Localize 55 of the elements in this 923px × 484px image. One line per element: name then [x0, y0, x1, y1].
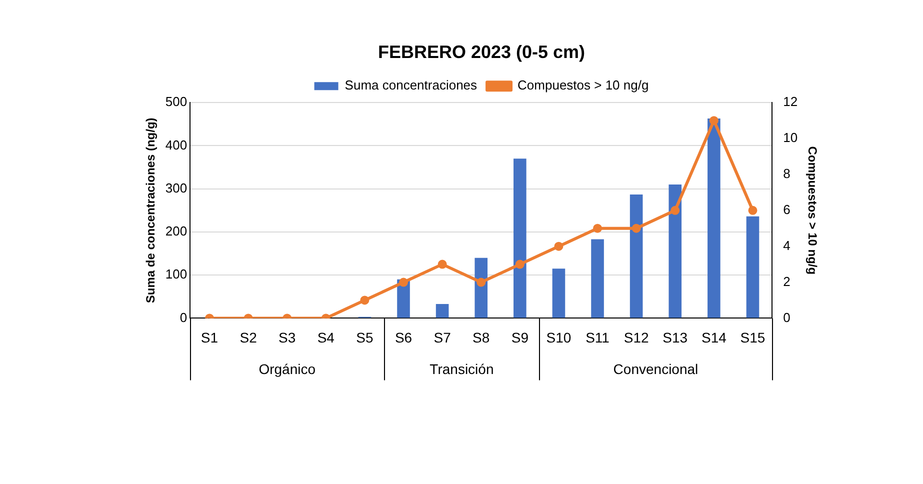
point — [476, 278, 486, 287]
point — [748, 206, 758, 215]
x-tick-label: S6 — [394, 329, 412, 346]
y-tick-label: 100 — [165, 266, 188, 282]
x-tick-label: S14 — [701, 329, 727, 346]
bar — [591, 239, 604, 318]
y2-tick-label: 2 — [783, 274, 790, 289]
point — [360, 296, 370, 305]
legend-label: Suma concentraciones — [344, 78, 478, 93]
y2-tick-label: 12 — [783, 94, 798, 110]
bar — [668, 184, 682, 318]
x-tick-label: S12 — [624, 329, 649, 346]
y-tick-label: 400 — [165, 137, 188, 152]
y2-axis-title: Compuestos > 10 ng/g — [805, 146, 820, 275]
x-tick-label: S11 — [586, 329, 610, 346]
y2-tick-label: 8 — [783, 166, 790, 182]
y-tick-label: 300 — [165, 180, 188, 196]
point — [670, 206, 680, 215]
y2-tick-label: 4 — [783, 238, 790, 253]
bar — [436, 304, 449, 318]
x-tick-label: S1 — [200, 329, 218, 346]
point — [593, 224, 602, 233]
x-tick-label: S5 — [356, 329, 374, 346]
y-tick-label: 200 — [165, 224, 188, 239]
bar — [708, 118, 720, 318]
x-tick-label: S9 — [511, 329, 529, 346]
point — [515, 260, 524, 269]
bar — [514, 158, 526, 318]
x-tick-label: S10 — [546, 329, 572, 346]
x-tick-label: S8 — [472, 329, 490, 346]
x-tick-label: S4 — [317, 329, 335, 346]
y2-tick-label: 0 — [783, 310, 790, 325]
bar — [552, 268, 566, 318]
x-tick-label: S13 — [662, 329, 688, 346]
x-tick-label: S7 — [434, 329, 452, 346]
text: Transición — [430, 361, 494, 378]
x-tick-label: S2 — [240, 329, 258, 346]
y-tick-label: 0 — [180, 310, 188, 325]
point — [709, 116, 718, 126]
point — [554, 242, 564, 251]
x-tick-label: S3 — [278, 329, 296, 346]
y2-tick-label: 10 — [783, 130, 798, 146]
bar — [746, 216, 760, 318]
chart-title: FEBRERO 2023 (0-5 cm) — [378, 42, 586, 62]
y-axis-title: Suma de concentraciones (ng/g) — [144, 118, 158, 304]
text: Orgánico — [258, 361, 316, 378]
bar — [630, 194, 643, 318]
point — [632, 224, 641, 233]
y2-tick-label: 6 — [783, 202, 790, 217]
point — [399, 278, 408, 287]
y-tick-label: 500 — [165, 94, 188, 110]
x-tick-label: S15 — [740, 329, 766, 346]
legend-label: Compuestos > 10 ng/g — [518, 78, 649, 93]
point — [438, 260, 447, 269]
text: Convencional — [613, 361, 698, 378]
